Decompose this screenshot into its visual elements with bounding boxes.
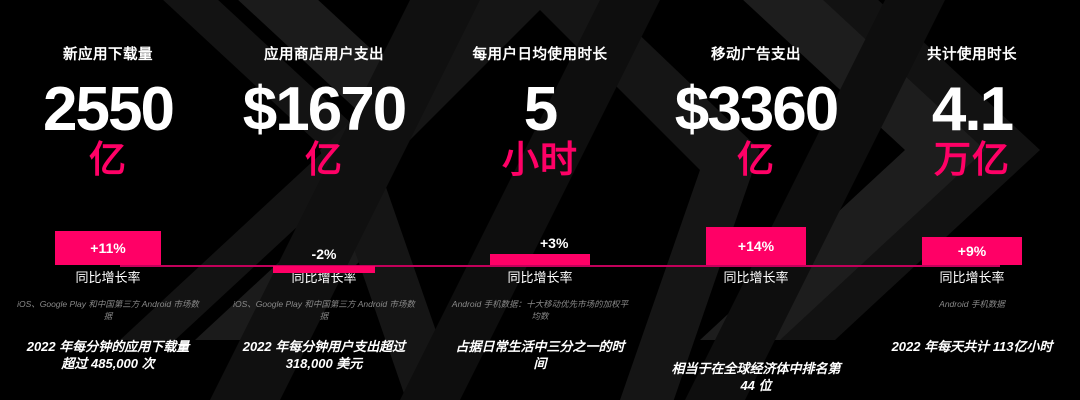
growth-rate-label: 同比增长率	[507, 270, 573, 285]
stat-unit: 亿	[304, 138, 343, 180]
stat-headline: 4.1 万亿	[931, 74, 1014, 180]
growth-bar-label: +11%	[90, 240, 126, 256]
stat-unit: 万亿	[933, 138, 1010, 180]
growth-bar: +14%	[706, 227, 806, 265]
stat-value: 2550	[43, 74, 175, 144]
growth-rate-label: 同比增长率	[723, 270, 789, 285]
growth-bar-label: +9%	[957, 243, 987, 259]
bar-cell: -2%	[216, 225, 432, 273]
stat-fact: 2022 年每天共计 113亿小时	[891, 339, 1053, 355]
source-note: iOS、Google Play 和中国第三方 Android 市场数据	[17, 299, 199, 321]
source-note: Android 手机数据：十大移动优先市场的加权平均数	[451, 299, 629, 321]
growth-bar: +9%	[922, 237, 1022, 265]
stat-lower-block: 同比增长率 Android 手机数据 2022 年每天共计 113亿小时	[864, 270, 1080, 356]
stat-headline: 2550 亿	[43, 74, 175, 180]
stat-title: 应用商店用户支出	[264, 47, 384, 63]
growth-bar-chart: +11% -2% +3% +14% +9%	[0, 225, 1080, 273]
stat-value: $1670	[242, 74, 407, 144]
growth-bar-label: -2%	[311, 246, 337, 262]
growth-bar: +11%	[55, 231, 161, 265]
stat-column-mobile-ad-spend: 移动广告支出 $3360 亿 同比增长率 相当于在全球经济体中排名第 44 位	[648, 0, 864, 400]
growth-bar: +3%	[490, 235, 590, 265]
stat-lower-block: 同比增长率 Android 手机数据：十大移动优先市场的加权平均数 占据日常生活…	[432, 270, 648, 373]
stat-fact: 2022 年每分钟的应用下载量超过 485,000 次	[26, 339, 190, 372]
stat-fact: 2022 年每分钟用户支出超过 318,000 美元	[242, 339, 406, 372]
stat-lower-block: 同比增长率 iOS、Google Play 和中国第三方 Android 市场数…	[0, 270, 216, 373]
stat-title: 每用户日均使用时长	[472, 47, 608, 63]
stat-title: 新应用下载量	[63, 47, 153, 63]
stat-value: $3360	[674, 74, 839, 144]
source-note: Android 手机数据	[939, 299, 1005, 310]
source-note	[648, 299, 864, 323]
stat-column-app-store-consumer-spend: 应用商店用户支出 $1670 亿 同比增长率 iOS、Google Play 和…	[216, 0, 432, 400]
stat-column-new-app-downloads: 新应用下载量 2550 亿 同比增长率 iOS、Google Play 和中国第…	[0, 0, 216, 400]
stat-lower-block: 同比增长率 iOS、Google Play 和中国第三方 Android 市场数…	[216, 270, 432, 373]
stat-title: 共计使用时长	[927, 47, 1017, 63]
stat-title: 移动广告支出	[711, 47, 801, 63]
stat-fact: 占据日常生活中三分之一的时间	[455, 339, 625, 372]
growth-bar-label: +14%	[737, 238, 775, 254]
stat-value: 4.1	[931, 74, 1014, 144]
source-note: iOS、Google Play 和中国第三方 Android 市场数据	[233, 299, 415, 321]
stat-value: 5	[523, 74, 558, 144]
bar-cell: +11%	[0, 225, 216, 271]
growth-bar: -2%	[273, 246, 375, 273]
bar-cell: +9%	[864, 225, 1080, 271]
bar-cell: +3%	[432, 225, 648, 271]
stat-unit: 亿	[736, 138, 775, 180]
stat-column-daily-time-spent-per-user: 每用户日均使用时长 5 小时 同比增长率 Android 手机数据：十大移动优先…	[432, 0, 648, 400]
stat-unit: 亿	[89, 138, 127, 180]
stat-column-total-time-spent: 共计使用时长 4.1 万亿 同比增长率 Android 手机数据 2022 年每…	[864, 0, 1080, 400]
stat-headline: $1670 亿	[242, 74, 407, 180]
growth-bar-label: +3%	[540, 235, 569, 251]
bar-cell: +14%	[648, 225, 864, 271]
stat-headline: 5 小时	[502, 74, 578, 180]
stat-lower-block: 同比增长率 相当于在全球经济体中排名第 44 位	[648, 270, 864, 395]
stat-headline: $3360 亿	[674, 74, 839, 180]
growth-rate-label: 同比增长率	[75, 270, 141, 285]
growth-rate-label: 同比增长率	[291, 270, 357, 285]
stat-fact: 相当于在全球经济体中排名第 44 位	[671, 361, 841, 394]
stat-unit: 小时	[502, 138, 578, 180]
growth-rate-label: 同比增长率	[939, 270, 1005, 285]
